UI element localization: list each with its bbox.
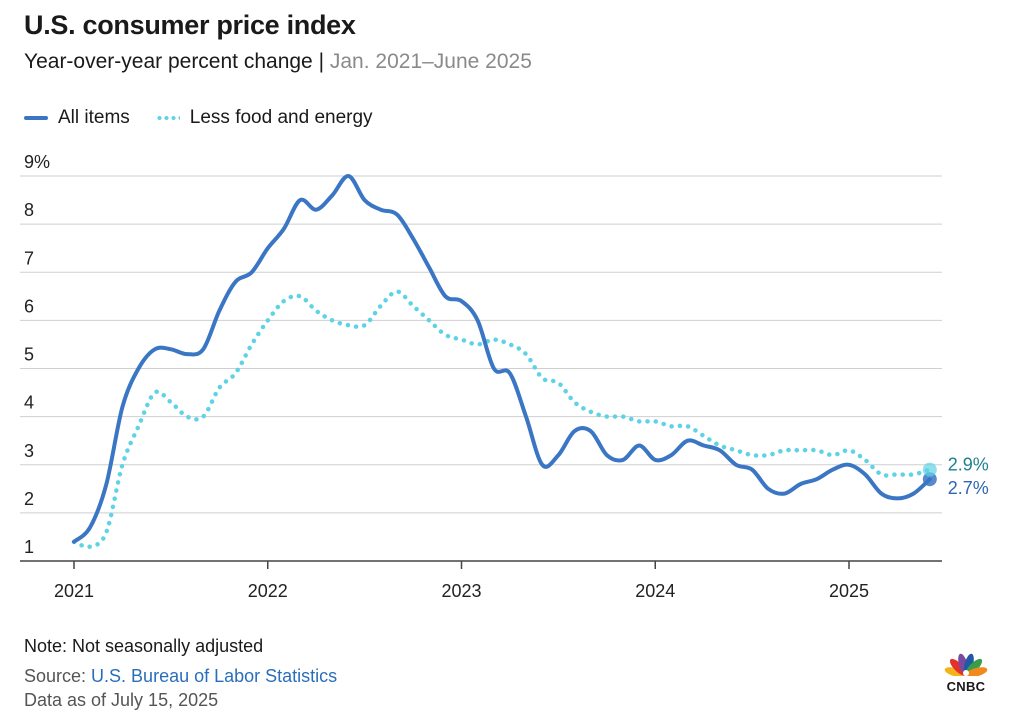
series-lines bbox=[71, 174, 933, 550]
x-axis: 2021 2022 2023 2024 2025 bbox=[54, 561, 869, 601]
legend-solid-line-swatch bbox=[24, 116, 48, 120]
source-line: Source: U.S. Bureau of Labor Statistics bbox=[24, 666, 337, 687]
legend-label-all-items: All items bbox=[58, 107, 130, 128]
x-tick-label: 2023 bbox=[441, 581, 481, 601]
peacock-icon bbox=[944, 653, 988, 678]
chart-title: U.S. consumer price index bbox=[24, 10, 356, 40]
y-tick-label: 3 bbox=[24, 441, 34, 461]
y-tick-label: 8 bbox=[24, 200, 34, 220]
end-value-labels: 2.7% 2.9% bbox=[922, 455, 989, 498]
source-link[interactable]: U.S. Bureau of Labor Statistics bbox=[91, 666, 338, 686]
y-tick-label: 9% bbox=[24, 152, 50, 172]
legend-label-less-food-energy: Less food and energy bbox=[189, 107, 373, 128]
end-value-label: 2.7% bbox=[948, 478, 989, 498]
series-line-less-food-energy bbox=[71, 289, 933, 550]
end-point-marker bbox=[922, 472, 937, 487]
y-tick-label: 6 bbox=[24, 296, 34, 316]
source-prefix: Source: bbox=[24, 666, 92, 686]
x-tick-label: 2022 bbox=[248, 581, 288, 601]
legend-item-all-items: All items bbox=[24, 107, 130, 129]
y-tick-label: 5 bbox=[24, 345, 34, 365]
x-tick-label: 2025 bbox=[829, 581, 869, 601]
cnbc-logo: CNBC bbox=[942, 650, 990, 694]
legend-item-less-food-energy: Less food and energy bbox=[155, 107, 373, 129]
footnote: Note: Not seasonally adjusted bbox=[24, 636, 264, 656]
legend-dotted-line-swatch bbox=[155, 116, 180, 120]
chart-subtitle: Year-over-year percent change | Jan. 202… bbox=[24, 50, 532, 74]
logo-wordmark: CNBC bbox=[946, 679, 986, 694]
series-line-all-items bbox=[72, 174, 932, 544]
subtitle-main: Year-over-year percent change | bbox=[24, 50, 325, 73]
y-tick-label: 4 bbox=[24, 393, 34, 413]
y-tick-label: 7 bbox=[24, 248, 34, 268]
y-axis-tick-labels: 9% 8 7 6 5 4 3 2 1 bbox=[24, 152, 50, 557]
end-point-marker bbox=[922, 462, 937, 477]
end-value-label: 2.9% bbox=[948, 455, 989, 475]
grid-lines bbox=[20, 175, 942, 562]
x-tick-label: 2024 bbox=[635, 581, 675, 601]
data-as-of: Data as of July 15, 2025 bbox=[24, 690, 219, 710]
subtitle-date-range: Jan. 2021–June 2025 bbox=[329, 50, 532, 73]
cpi-line-chart: 9% 8 7 6 5 4 3 2 1 2021 2022 2023 2024 2025 2.7% 2.9% bbox=[20, 152, 989, 601]
chart-legend: All items Less food and energy bbox=[24, 107, 399, 129]
y-tick-label: 2 bbox=[24, 489, 34, 509]
y-tick-label: 1 bbox=[24, 537, 34, 557]
x-tick-label: 2021 bbox=[54, 581, 94, 601]
